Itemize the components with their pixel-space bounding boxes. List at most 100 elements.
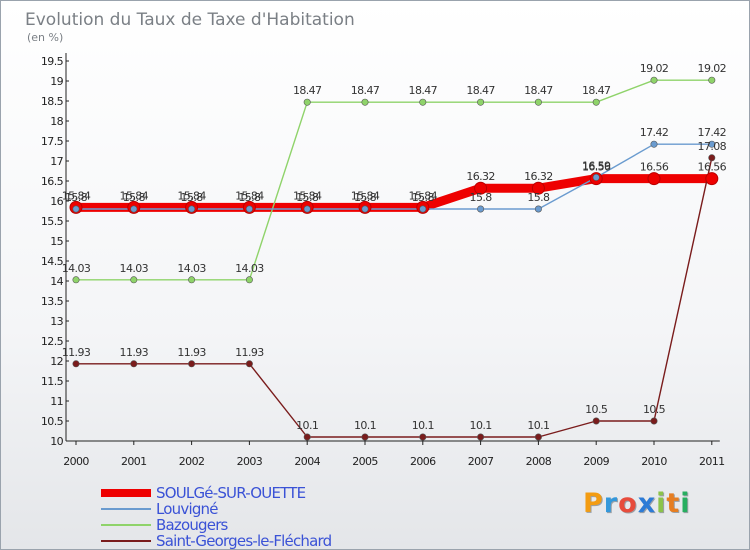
data-label: 15.8 (470, 191, 493, 204)
data-label: 15.8 (123, 191, 146, 204)
data-label: 16.56 (698, 161, 727, 174)
data-label: 18.47 (293, 84, 322, 97)
logo-letter: o (618, 488, 638, 519)
data-label: 15.8 (238, 191, 261, 204)
legend-label-saint-georges: Saint-Georges-le-Fléchard (156, 532, 332, 550)
y-tick-label: 18.5 (41, 95, 64, 108)
x-tick-label: 2011 (699, 455, 725, 468)
y-tick-label: 14.5 (41, 255, 64, 268)
y-tick-label: 19 (50, 75, 63, 88)
series-points (69, 76, 719, 441)
y-tick-label: 14 (50, 275, 63, 288)
data-label: 15.8 (181, 191, 204, 204)
data-point (592, 173, 600, 181)
y-tick-label: 16 (50, 195, 63, 208)
data-point (303, 433, 311, 441)
data-point (130, 360, 138, 368)
y-tick-label: 12.5 (41, 335, 64, 348)
data-point (419, 433, 427, 441)
x-tick-label: 2004 (294, 455, 320, 468)
data-label: 10.1 (412, 419, 434, 432)
data-label: 15.8 (296, 191, 319, 204)
data-label: 10.1 (354, 419, 376, 432)
data-point (419, 205, 427, 213)
data-label: 18.47 (351, 84, 380, 97)
data-point (650, 140, 658, 148)
x-tick-label: 2005 (352, 455, 378, 468)
data-point (303, 205, 311, 213)
legend-item-saint-georges: Saint-Georges-le-Fléchard (101, 532, 332, 550)
y-tick-label: 15 (50, 235, 63, 248)
data-point (592, 417, 600, 425)
chart-subtitle: (en %) (27, 31, 63, 44)
data-point (708, 140, 716, 148)
data-label: 10.1 (527, 419, 549, 432)
data-point (647, 172, 661, 186)
data-label: 16.32 (466, 170, 495, 183)
legend-swatch-saint-georges (101, 540, 151, 542)
data-label: 14.03 (120, 262, 149, 275)
data-label: 10.1 (296, 419, 318, 432)
y-tick-label: 13 (50, 315, 63, 328)
data-label: 15.8 (354, 191, 377, 204)
series-line-1 (76, 143, 712, 210)
data-point (361, 433, 369, 441)
data-point (303, 98, 311, 106)
y-tick-label: 15.5 (41, 215, 64, 228)
data-point (361, 98, 369, 106)
data-point (245, 205, 253, 213)
y-tick-label: 18 (50, 115, 63, 128)
data-label: 17.42 (698, 126, 727, 139)
data-label: 11.93 (235, 346, 264, 359)
logo-letter: i (680, 488, 691, 519)
legend-swatch-louvigne (101, 508, 151, 510)
data-label: 15.8 (65, 191, 88, 204)
logo-letter: x (637, 488, 657, 519)
data-label: 18.47 (524, 84, 553, 97)
data-point (361, 205, 369, 213)
data-label: 16.32 (524, 170, 553, 183)
y-tick-label: 17.5 (41, 135, 64, 148)
data-label: 11.93 (177, 346, 206, 359)
data-point (245, 276, 253, 284)
data-point (245, 360, 253, 368)
data-label: 15.84 (293, 189, 322, 202)
legend-label-soulge: SOULGé-SUR-OUETTE (156, 484, 306, 502)
data-label: 15.8 (412, 191, 435, 204)
data-label: 17.42 (640, 126, 669, 139)
data-label: 16.56 (640, 161, 669, 174)
y-tick-label: 11.5 (41, 375, 64, 388)
x-tick-label: 2007 (468, 455, 494, 468)
data-label: 19.02 (698, 62, 727, 75)
data-point (534, 433, 542, 441)
series-line-3 (76, 157, 713, 438)
data-point (531, 181, 545, 195)
data-point (708, 76, 716, 84)
logo-letter: r (603, 488, 619, 519)
data-label: 10.1 (470, 419, 492, 432)
x-tick-label: 2001 (121, 455, 147, 468)
legend-label-bazougers: Bazougers (156, 516, 228, 534)
x-tick-label: 2006 (410, 455, 436, 468)
legend-label-louvigne: Louvigné (156, 500, 218, 518)
chart-title: Evolution du Taux de Taxe d'Habitation (25, 10, 355, 30)
data-point (477, 433, 485, 441)
data-point (72, 360, 80, 368)
data-label: 14.03 (62, 262, 91, 275)
data-label: 18.47 (466, 84, 495, 97)
legend-item-soulge: SOULGé-SUR-OUETTE (101, 484, 331, 502)
data-label: 15.84 (351, 189, 380, 202)
data-label: 15.84 (409, 189, 438, 202)
x-tick-label: 2003 (237, 455, 263, 468)
data-point (708, 154, 716, 162)
series-lines (76, 79, 713, 438)
data-point (130, 276, 138, 284)
data-point (188, 360, 196, 368)
data-point (474, 181, 488, 195)
logo-letter: P (583, 488, 604, 519)
data-point (188, 205, 196, 213)
y-tick-label: 19.5 (41, 55, 64, 68)
data-point (477, 205, 485, 213)
data-label: 15.84 (235, 189, 264, 202)
